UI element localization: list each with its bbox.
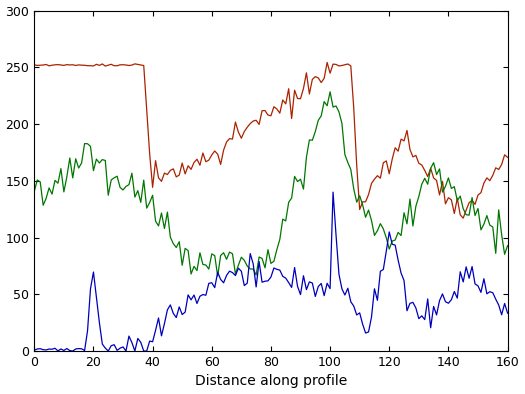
X-axis label: Distance along profile: Distance along profile bbox=[195, 374, 347, 388]
